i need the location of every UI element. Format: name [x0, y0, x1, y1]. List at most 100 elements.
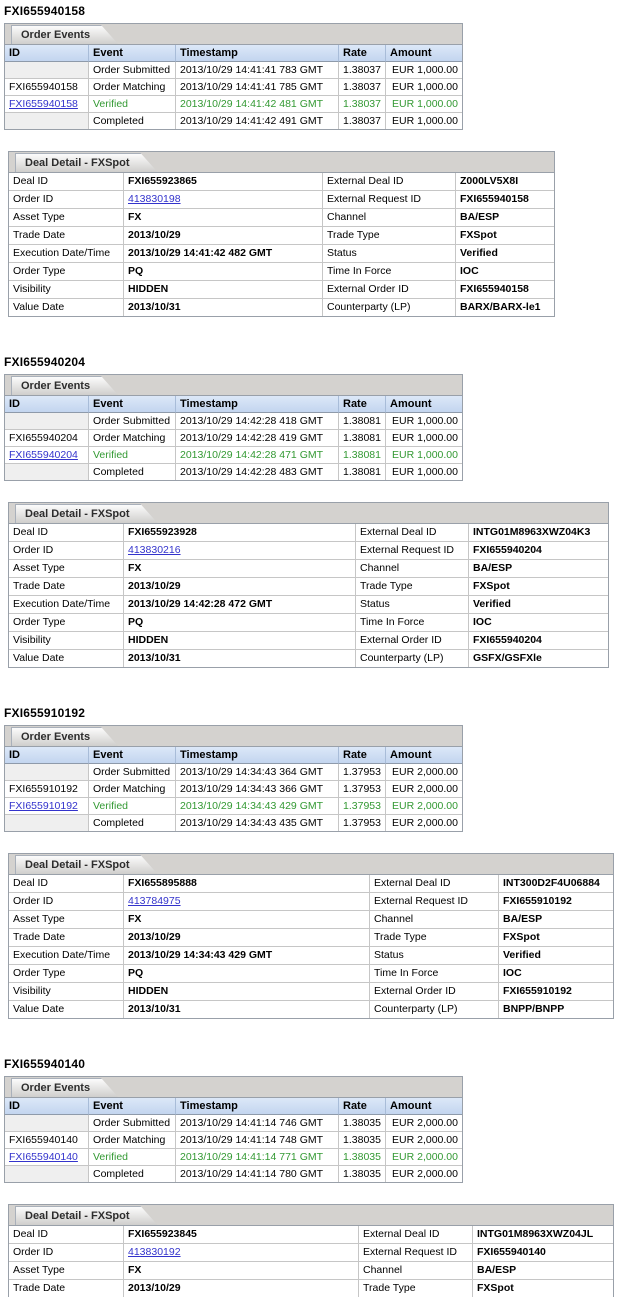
deal-detail-tab[interactable]: Deal Detail - FXSpot	[15, 504, 158, 523]
field-value: 2013/10/29	[124, 929, 370, 947]
deal-detail-tab[interactable]: Deal Detail - FXSpot	[15, 153, 158, 172]
field-label: Counterparty (LP)	[370, 1001, 499, 1018]
rate-cell: 1.38081	[339, 447, 386, 464]
timestamp-cell: 2013/10/29 14:34:43 364 GMT	[176, 764, 339, 781]
deal-detail-table: Deal ID FXI655895888 External Deal ID INT30…	[9, 875, 613, 1018]
deal-detail-row: Deal ID FXI655923865 External Deal ID Z000L…	[9, 173, 554, 191]
field-value: FX	[124, 911, 370, 929]
field-value: 2013/10/29 14:42:28 472 GMT	[124, 596, 356, 614]
order-events-tab[interactable]: Order Events	[11, 25, 118, 44]
order-event-row: Order Submitted 2013/10/29 14:41:14 746 G…	[5, 1115, 462, 1132]
order-events-panel: Order Events ID Event Timestamp Rate Amount Or…	[4, 725, 463, 832]
order-event-id-link[interactable]: FXI655940158	[9, 98, 78, 110]
column-header-id: ID	[5, 45, 89, 62]
tab-strip: Order Events	[5, 375, 462, 396]
event-name-cell: Order Submitted	[89, 764, 176, 781]
rate-cell: 1.38037	[339, 96, 386, 113]
field-value: FXI655940204	[469, 542, 608, 560]
section-title: FXI655940204	[4, 355, 86, 369]
field-label: Order Type	[9, 263, 124, 281]
field-value: Verified	[469, 596, 608, 614]
order-events-table: ID Event Timestamp Rate Amount Order Submitte…	[5, 747, 462, 831]
event-name-cell: Order Matching	[89, 430, 176, 447]
field-label: Counterparty (LP)	[323, 299, 456, 316]
field-value: PQ	[124, 263, 323, 281]
field-label: Asset Type	[9, 911, 124, 929]
order-events-tab[interactable]: Order Events	[11, 1078, 118, 1097]
deal-detail-panel: Deal Detail - FXSpot Deal ID FXI655923845 E…	[8, 1204, 614, 1297]
field-label: Deal ID	[9, 524, 124, 542]
column-header-id: ID	[5, 747, 89, 764]
field-value: FXI655940204	[469, 632, 608, 650]
field-label: External Order ID	[356, 632, 469, 650]
amount-cell: EUR 2,000.00	[386, 815, 462, 831]
field-label: Trade Type	[323, 227, 456, 245]
deal-section: FXI655940158 Order Events ID Event Timestamp…	[4, 4, 622, 317]
order-event-id-link[interactable]: FXI655910192	[9, 800, 78, 812]
order-event-id-link[interactable]: FXI655940204	[9, 449, 78, 461]
tab-strip: Order Events	[5, 24, 462, 45]
event-id-cell: FXI655940204	[5, 430, 89, 447]
deal-detail-table: Deal ID FXI655923865 External Deal ID Z000L…	[9, 173, 554, 316]
header-row: ID Event Timestamp Rate Amount	[5, 1098, 462, 1115]
event-name-cell: Order Submitted	[89, 62, 176, 79]
order-events-tab[interactable]: Order Events	[11, 376, 118, 395]
deal-detail-tab[interactable]: Deal Detail - FXSpot	[15, 1206, 158, 1225]
field-label: Value Date	[9, 650, 124, 667]
column-header-timestamp: Timestamp	[176, 747, 339, 764]
deal-detail-row: Asset Type FX Channel BA/ESP	[9, 209, 554, 227]
rate-cell: 1.38035	[339, 1149, 386, 1166]
event-name-cell: Verified	[89, 447, 176, 464]
order-id-link[interactable]: 413830216	[128, 544, 181, 556]
field-value: FXSpot	[469, 578, 608, 596]
order-events-tab[interactable]: Order Events	[11, 727, 118, 746]
field-label: External Request ID	[323, 191, 456, 209]
field-label: External Order ID	[323, 281, 456, 299]
field-value: FX	[124, 209, 323, 227]
order-event-row: FXI655910192 Order Matching 2013/10/29 14:…	[5, 781, 462, 798]
order-event-id-link[interactable]: FXI655940140	[9, 1151, 78, 1163]
column-header-timestamp: Timestamp	[176, 45, 339, 62]
event-name-cell: Completed	[89, 1166, 176, 1182]
amount-cell: EUR 2,000.00	[386, 764, 462, 781]
field-label: Time In Force	[370, 965, 499, 983]
field-label: Asset Type	[9, 209, 124, 227]
rate-cell: 1.38035	[339, 1132, 386, 1149]
order-id-link[interactable]: 413784975	[128, 895, 181, 907]
field-value: Verified	[456, 245, 554, 263]
order-event-row: FXI655940204 Verified 2013/10/29 14:42:28 …	[5, 447, 462, 464]
deal-detail-tab[interactable]: Deal Detail - FXSpot	[15, 855, 158, 874]
section-title: FXI655910192	[4, 706, 86, 720]
rate-cell: 1.37953	[339, 781, 386, 798]
amount-cell: EUR 1,000.00	[386, 96, 462, 113]
field-value: 2013/10/29 14:41:42 482 GMT	[124, 245, 323, 263]
deal-detail-panel: Deal Detail - FXSpot Deal ID FXI655923928 E…	[8, 502, 609, 668]
deal-detail-row: Execution Date/Time 2013/10/29 14:41:42 4…	[9, 245, 554, 263]
deal-detail-row: Value Date 2013/10/31 Counterparty (LP) BAR…	[9, 299, 554, 316]
field-value: FXI655923928	[124, 524, 356, 542]
column-header-rate: Rate	[339, 396, 386, 413]
amount-cell: EUR 1,000.00	[386, 79, 462, 96]
order-event-row: Completed 2013/10/29 14:42:28 483 GMT 1.38…	[5, 464, 462, 480]
order-id-link[interactable]: 413830198	[128, 193, 181, 205]
order-events-panel: Order Events ID Event Timestamp Rate Amount Or…	[4, 23, 463, 130]
field-value: INTG01M8963XWZ04K3	[469, 524, 608, 542]
deal-detail-row: Order Type PQ Time In Force IOC	[9, 965, 613, 983]
field-label: Trade Date	[9, 929, 124, 947]
order-events-panel: Order Events ID Event Timestamp Rate Amount Or…	[4, 1076, 463, 1183]
event-name-cell: Order Matching	[89, 781, 176, 798]
field-label: Deal ID	[9, 1226, 124, 1244]
rate-cell: 1.38081	[339, 413, 386, 430]
column-header-amount: Amount	[386, 747, 462, 764]
field-label: Execution Date/Time	[9, 596, 124, 614]
field-label: Visibility	[9, 983, 124, 1001]
field-label: Channel	[356, 560, 469, 578]
field-value: FXI655910192	[499, 893, 613, 911]
column-header-event: Event	[89, 45, 176, 62]
order-id-link[interactable]: 413830192	[128, 1246, 181, 1258]
timestamp-cell: 2013/10/29 14:41:42 491 GMT	[176, 113, 339, 129]
field-label: Order ID	[9, 191, 124, 209]
field-value: HIDDEN	[124, 281, 323, 299]
field-value: INT300D2F4U06884	[499, 875, 613, 893]
